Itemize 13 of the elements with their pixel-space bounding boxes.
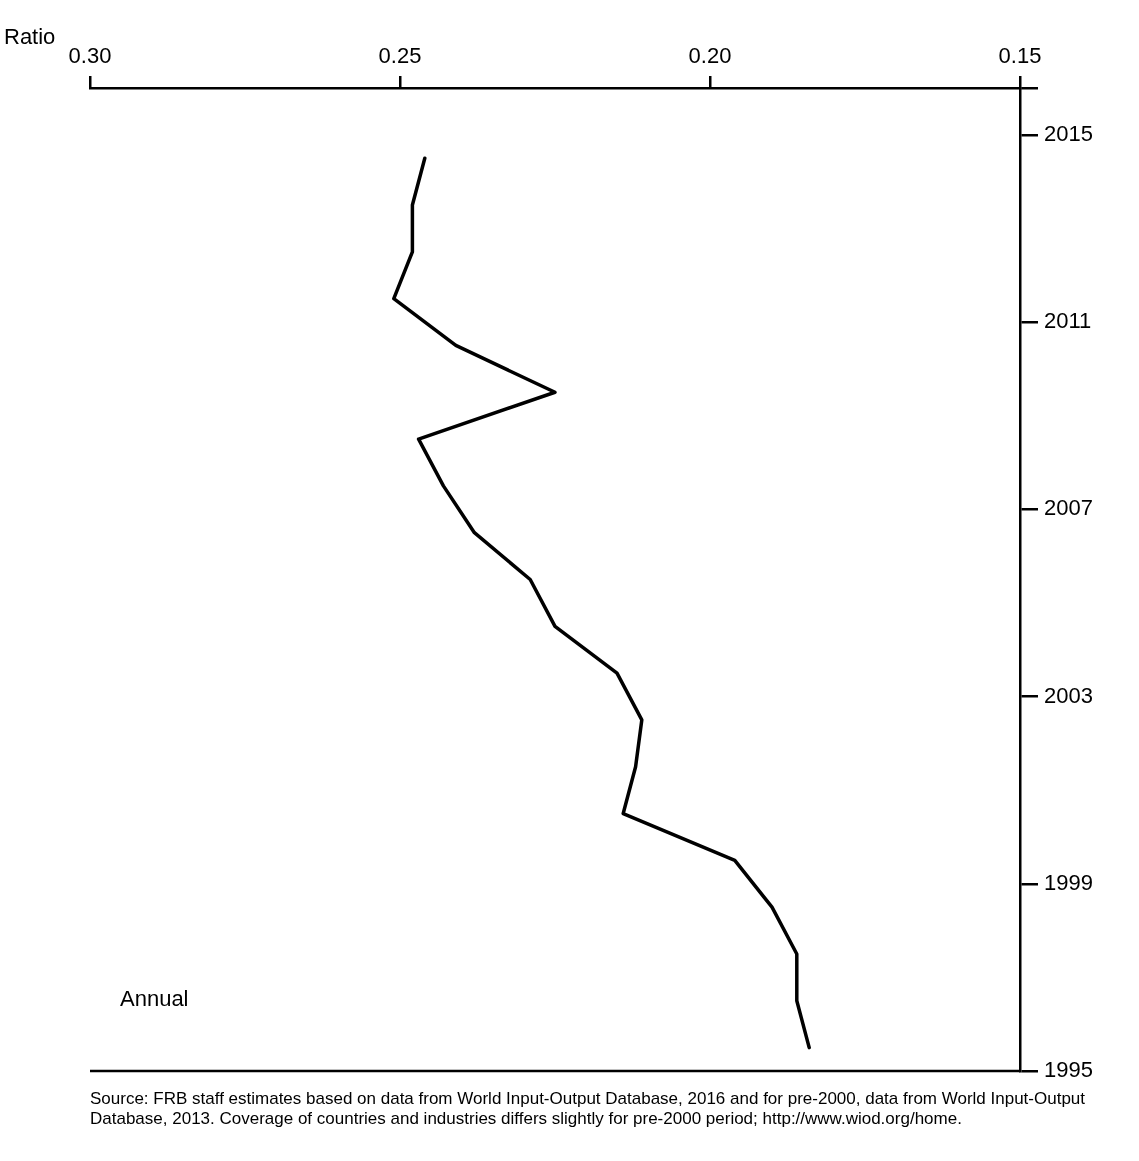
y-tick-label: 1999	[1044, 869, 1093, 895]
y-tick-label: 1995	[1044, 1057, 1093, 1083]
y-tick-label: 2003	[1044, 682, 1093, 708]
y-tick-label: 2015	[1044, 120, 1093, 146]
annotation: Annual	[120, 986, 189, 1012]
x-axis-title: Ratio	[4, 24, 56, 50]
x-tick-label: 0.30	[68, 42, 112, 68]
y-tick-label: 2011	[1044, 308, 1092, 334]
x-tick-label: 0.20	[688, 42, 732, 68]
y-tick-label: 2007	[1044, 495, 1093, 521]
source-note: Source: FRB staff estimates based on data from World Input-Output Database, 2016 and for pre-2000, data from World Input-Output Database, 2013. Coverage of countries and industries differs slightly for pre-2000 period; http://www.wiod.org/home.	[90, 1089, 1086, 1129]
x-tick-label: 0.15	[998, 42, 1042, 68]
x-tick-label: 0.25	[378, 42, 422, 68]
